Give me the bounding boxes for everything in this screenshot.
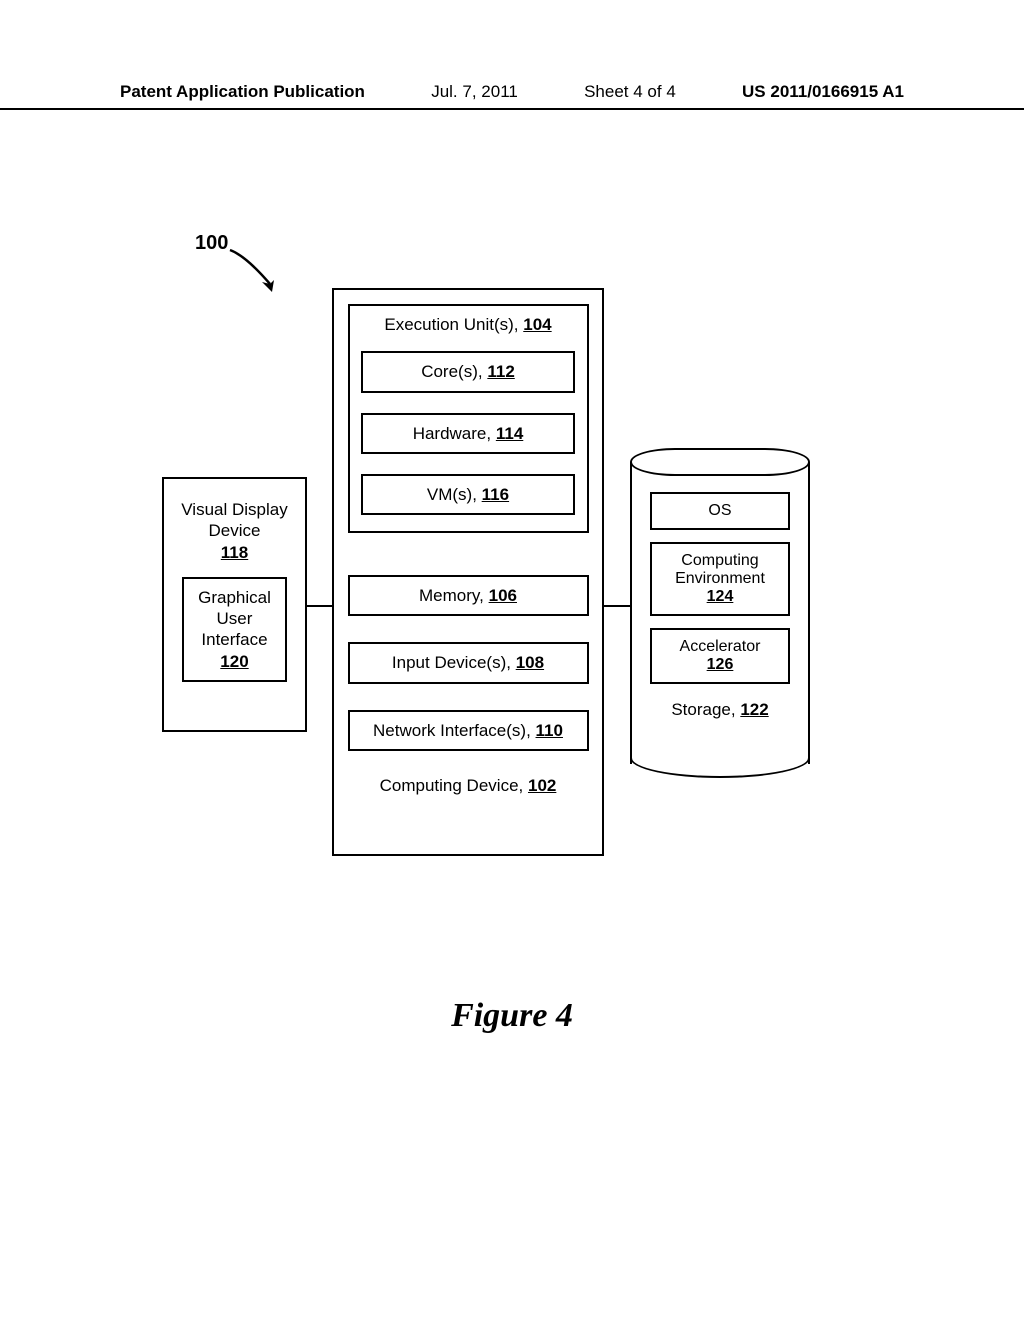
accelerator-box: Accelerator 126 [650, 628, 791, 684]
execution-units-box: Execution Unit(s), 104 Core(s), 112 Hard… [348, 304, 589, 533]
gui-box: Graphical User Interface 120 [182, 577, 288, 682]
cylinder-top [630, 448, 810, 476]
cores-box: Core(s), 112 [361, 351, 574, 392]
input-devices-box: Input Device(s), 108 [348, 642, 589, 683]
figure-caption: Figure 4 [0, 997, 1024, 1035]
exec-label: Execution Unit(s), 104 [350, 314, 587, 335]
ref-arrow-icon [226, 248, 296, 304]
computing-device-label: Computing Device, 102 [380, 775, 557, 796]
vdd-ref: 118 [221, 542, 248, 563]
storage-label: Storage, 122 [671, 700, 768, 720]
ref-100-label: 100 [195, 232, 228, 255]
storage-cylinder: OS Computing Environment 124 Accelerator… [630, 448, 810, 778]
memory-box: Memory, 106 [348, 575, 589, 616]
gui-ref: 120 [188, 651, 282, 672]
visual-display-box: Visual Display Device 118 Graphical User… [162, 477, 307, 732]
connector-right [604, 605, 630, 607]
gui-line-2: User [188, 608, 282, 629]
computing-device-box: Execution Unit(s), 104 Core(s), 112 Hard… [332, 288, 604, 856]
header-date: Jul. 7, 2011 [431, 82, 518, 102]
header-pubno: US 2011/0166915 A1 [742, 82, 904, 102]
hardware-box: Hardware, 114 [361, 413, 574, 454]
patent-header: Patent Application Publication Jul. 7, 2… [0, 82, 1024, 110]
gui-line-1: Graphical [188, 587, 282, 608]
vdd-title-2: Device [209, 520, 261, 541]
vdd-title-1: Visual Display [181, 499, 287, 520]
gui-line-3: Interface [188, 629, 282, 650]
network-interfaces-box: Network Interface(s), 110 [348, 710, 589, 751]
vms-box: VM(s), 116 [361, 474, 574, 515]
connector-left [307, 605, 332, 607]
os-box: OS [650, 492, 791, 530]
computing-env-box: Computing Environment 124 [650, 542, 791, 616]
header-sheet: Sheet 4 of 4 [584, 82, 676, 102]
page-root: Patent Application Publication Jul. 7, 2… [0, 0, 1024, 1320]
cylinder-content: OS Computing Environment 124 Accelerator… [630, 480, 810, 758]
header-title: Patent Application Publication [120, 82, 365, 102]
